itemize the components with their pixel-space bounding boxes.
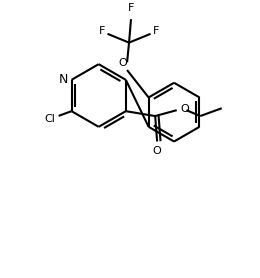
Text: F: F [153, 26, 160, 36]
Text: O: O [181, 104, 189, 114]
Text: O: O [153, 147, 161, 157]
Text: F: F [99, 26, 105, 36]
Text: O: O [119, 58, 128, 68]
Text: Cl: Cl [44, 114, 55, 124]
Text: N: N [59, 73, 68, 86]
Text: F: F [128, 3, 134, 13]
